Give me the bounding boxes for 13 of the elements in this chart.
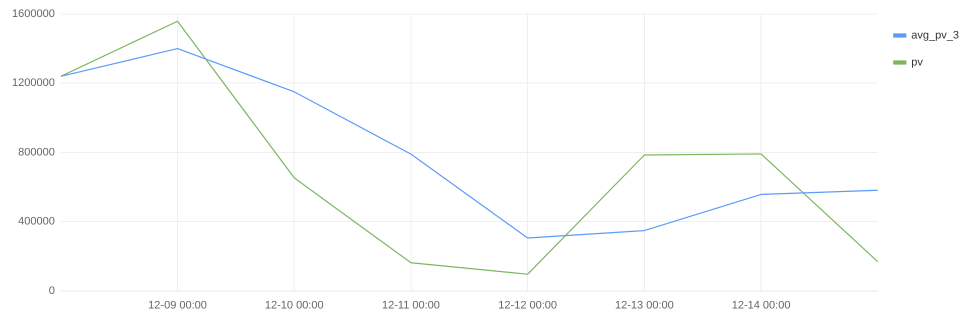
y-tick-label: 400000 xyxy=(18,216,55,228)
x-tick-label: 12-10 00:00 xyxy=(264,299,324,312)
legend-label: pv xyxy=(911,56,924,69)
y-tick-label: 800000 xyxy=(18,146,55,158)
y-tick-label: 1200000 xyxy=(12,77,55,90)
y-tick-label: 1600000 xyxy=(12,8,55,20)
legend-label: avg_pv_3 xyxy=(911,30,960,42)
x-tick-label: 12-14 00:00 xyxy=(732,299,790,312)
x-tick-label: 12-12 00:00 xyxy=(498,299,558,312)
x-tick-label: 12-13 00:00 xyxy=(615,299,674,312)
x-tick-label: 12-11 00:00 xyxy=(382,299,440,312)
x-tick-label: 12-09 00:00 xyxy=(148,299,207,312)
y-tick-label: 0 xyxy=(48,284,55,297)
